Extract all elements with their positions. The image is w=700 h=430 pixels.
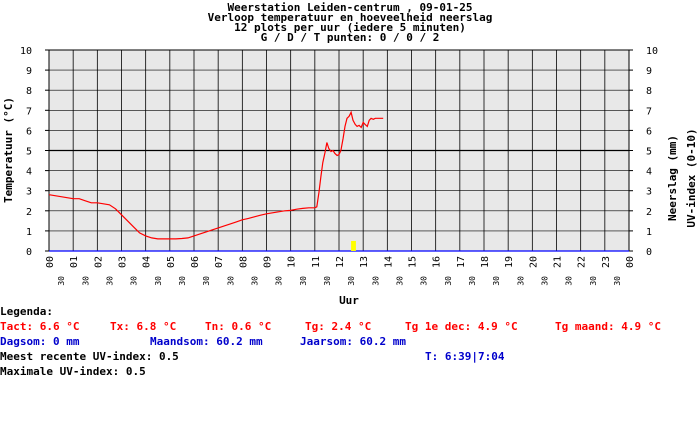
legend-heading: Legenda: (0, 305, 53, 318)
x-tick-hour-label: 06 (190, 256, 201, 268)
x-tick-hour-label: 19 (504, 256, 515, 268)
x-tick-half-label: 30 (178, 276, 187, 286)
x-tick-half-label: 30 (154, 276, 163, 286)
t-time-value: T: 6:39|7:04 (425, 350, 505, 363)
x-tick-hour-label: 05 (166, 256, 177, 268)
x-tick-hour-label: 12 (335, 256, 346, 268)
x-tick-hour-label: 04 (142, 256, 153, 268)
x-tick-hour-label: 23 (601, 256, 612, 268)
x-tick-hour-label: 13 (359, 256, 370, 268)
x-tick-half-label: 30 (323, 276, 332, 286)
x-tick-hour-label: 11 (311, 256, 322, 268)
dagsom-value: Dagsom: 0 mm (0, 335, 80, 348)
y-tick-label-left: 3 (26, 187, 32, 198)
x-tick-half-label: 30 (492, 276, 501, 286)
x-tick-half-label: 30 (565, 276, 574, 286)
data-series (48, 110, 629, 252)
x-tick-half-label: 30 (371, 276, 380, 286)
x-tick-half-label: 30 (589, 276, 598, 286)
tg-dec-value: Tg 1e dec: 4.9 °C (405, 320, 518, 333)
y-tick-label-right: 4 (646, 167, 652, 178)
temperature-chart: Weerstation Leiden-centrum , 09-01-25 Ve… (2, 1, 698, 307)
x-tick-hour-label: 21 (553, 256, 564, 268)
chart-title-line-4: G / D / T punten: 0 / 0 / 2 (261, 31, 440, 44)
x-tick-hour-label: 00 (45, 256, 56, 268)
x-tick-half-label: 30 (226, 276, 235, 286)
x-tick-hour-label: 20 (528, 256, 539, 268)
tg-value: Tg: 2.4 °C (305, 320, 372, 333)
x-tick-half-label: 30 (105, 276, 114, 286)
uv-recent-value: Meest recente UV-index: 0.5 (0, 350, 179, 363)
y-tick-label-right: 8 (646, 86, 652, 97)
x-tick-half-label: 30 (299, 276, 308, 286)
x-tick-half-label: 30 (613, 276, 622, 286)
x-tick-half-label: 30 (250, 276, 259, 286)
x-tick-hour-label: 08 (238, 256, 249, 268)
x-tick-half-label: 30 (347, 276, 356, 286)
x-tick-hour-label: 22 (577, 256, 588, 268)
y-axis-right-label-uv: UV-index (0-10) (685, 128, 698, 227)
x-tick-hour-label: 07 (214, 256, 225, 268)
x-tick-half-label: 30 (130, 276, 139, 286)
uv-max-value: Maximale UV-index: 0.5 (0, 365, 146, 378)
tn-value: Tn: 0.6 °C (205, 320, 272, 333)
y-tick-label-left: 2 (26, 207, 32, 218)
chart-title-line-3: 12 plots per uur (iedere 5 minuten) (234, 21, 466, 34)
x-tick-hour-label: 16 (432, 256, 443, 268)
y-tick-label-left: 4 (26, 167, 32, 178)
x-tick-half-label: 30 (202, 276, 211, 286)
rain-marker (351, 240, 356, 251)
y-axis-left-label: Temperatuur (°C) (2, 97, 15, 203)
jaarsom-value: Jaarsom: 60.2 mm (300, 335, 406, 348)
x-tick-half-label: 30 (516, 276, 525, 286)
x-tick-half-label: 30 (395, 276, 404, 286)
axis-ticks: 0 01 12 23 34 45 56 67 78 89 910 100030013002300330… (20, 46, 658, 286)
x-tick-half-label: 30 (468, 276, 477, 286)
y-axis-right-label-rain: Neerslag (mm) (666, 135, 679, 221)
y-tick-label-right: 3 (646, 187, 652, 198)
tx-value: Tx: 6.8 °C (110, 320, 177, 333)
y-tick-label-right: 9 (646, 66, 652, 77)
y-tick-label-left: 1 (26, 227, 32, 238)
chart-title-line-1: Weerstation Leiden-centrum , 09-01-25 (227, 1, 472, 14)
y-tick-label-right: 2 (646, 207, 652, 218)
y-tick-label-right: 5 (646, 147, 652, 158)
y-tick-label-left: 7 (26, 106, 32, 117)
y-tick-label-right: 6 (646, 126, 652, 137)
x-tick-hour-label: 14 (383, 256, 394, 268)
x-tick-hour-label: 00 (625, 256, 636, 268)
y-tick-label-right: 7 (646, 106, 652, 117)
y-tick-label-right: 0 (646, 247, 652, 258)
x-tick-hour-label: 09 (263, 256, 274, 268)
x-tick-hour-label: 15 (408, 256, 419, 268)
y-tick-label-left: 8 (26, 86, 32, 97)
maandsom-value: Maandsom: 60.2 mm (150, 335, 263, 348)
y-tick-label-left: 9 (26, 66, 32, 77)
tg-maand-value: Tg maand: 4.9 °C (555, 320, 661, 333)
x-tick-half-label: 30 (444, 276, 453, 286)
x-tick-half-label: 30 (420, 276, 429, 286)
x-tick-half-label: 30 (57, 276, 66, 286)
x-tick-hour-label: 03 (118, 256, 129, 268)
x-tick-hour-label: 10 (287, 256, 298, 268)
x-axis-label: Uur (339, 294, 359, 307)
y-tick-label-left: 10 (20, 46, 32, 57)
y-tick-label-left: 5 (26, 147, 32, 158)
x-tick-half-label: 30 (540, 276, 549, 286)
x-tick-hour-label: 02 (93, 256, 104, 268)
x-tick-hour-label: 17 (456, 256, 467, 268)
x-tick-half-label: 30 (275, 276, 284, 286)
y-tick-label-right: 1 (646, 227, 652, 238)
temperature-line (48, 110, 384, 240)
x-tick-hour-label: 18 (480, 256, 491, 268)
x-tick-half-label: 30 (81, 276, 90, 286)
tact-value: Tact: 6.6 °C (0, 320, 80, 333)
y-tick-label-left: 6 (26, 126, 32, 137)
y-tick-label-left: 0 (26, 247, 32, 258)
x-tick-hour-label: 01 (69, 256, 80, 268)
chart-title-line-2: Verloop temperatuur en hoeveelheid neers… (208, 11, 493, 24)
grid-lines (49, 50, 629, 251)
y-tick-label-right: 10 (646, 46, 658, 57)
